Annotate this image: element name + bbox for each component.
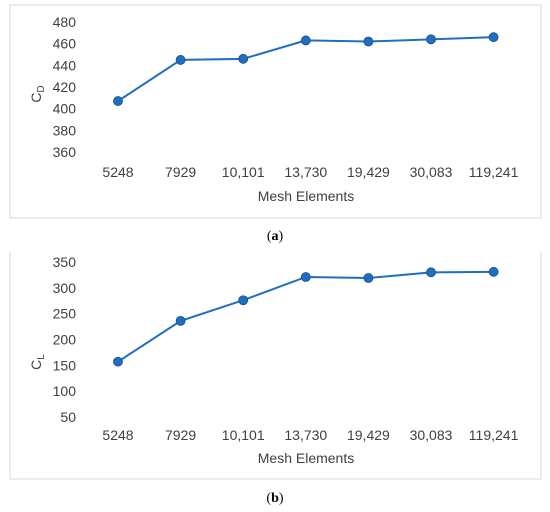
y-tick-label: 460 — [53, 36, 77, 52]
data-point — [300, 35, 311, 46]
y-tick-labels: 50 100 150 200 250 300 350 — [53, 254, 77, 425]
y-tick-label: 350 — [53, 254, 77, 270]
x-tick-label: 13,730 — [284, 164, 327, 180]
data-point — [363, 273, 374, 283]
chart-frame — [9, 4, 542, 219]
y-tick-label: 380 — [53, 122, 77, 138]
y-tick-label: 200 — [53, 332, 77, 348]
x-tick-labels: 5248 7929 10,101 13,730 19,429 30,083 119,241 — [102, 427, 518, 443]
x-axis-title: Mesh Elements — [258, 450, 354, 466]
x-tick-label: 5248 — [102, 427, 133, 443]
chart-frame — [9, 252, 542, 480]
data-point — [363, 36, 374, 47]
data-point — [238, 295, 249, 306]
data-point — [426, 267, 436, 278]
x-tick-label: 10,101 — [222, 164, 265, 180]
data-points — [113, 32, 499, 106]
figure-caption-b: (b) — [266, 491, 283, 506]
data-point — [113, 96, 123, 106]
y-tick-label: 400 — [53, 101, 77, 117]
y-tick-label: 440 — [53, 57, 77, 73]
figure-caption-a: (a) — [267, 229, 284, 244]
data-point — [175, 316, 186, 326]
x-tick-label: 30,083 — [410, 427, 453, 443]
y-tick-label: 420 — [53, 79, 77, 95]
x-tick-label: 5248 — [102, 164, 133, 180]
y-axis-title-subscript: D — [36, 85, 47, 92]
x-tick-label: 13,730 — [284, 427, 327, 443]
data-point — [488, 32, 499, 43]
chart-a: CD 360 380 400 420 440 460 480 5248 7929 10,101 1… — [9, 4, 542, 244]
x-tick-label: 30,083 — [410, 164, 453, 180]
data-points — [113, 266, 499, 367]
data-point — [300, 272, 311, 282]
y-tick-label: 480 — [53, 14, 77, 30]
y-axis-title: CL — [28, 354, 47, 370]
x-tick-label: 119,241 — [469, 427, 519, 443]
y-tick-labels: 360 380 400 420 440 460 480 — [53, 14, 77, 160]
x-tick-label: 7929 — [165, 427, 196, 443]
caption-letter: b — [271, 491, 279, 506]
y-tick-label: 150 — [53, 357, 77, 373]
svg-text:CD: CD — [28, 85, 47, 102]
data-point — [488, 266, 499, 277]
data-point — [175, 55, 186, 65]
y-tick-label: 50 — [60, 409, 76, 425]
x-tick-label: 7929 — [165, 164, 196, 180]
chart-panel-a: CD 360 380 400 420 440 460 480 5248 7929 10,101 1… — [0, 0, 550, 246]
chart-b: CL 50 100 150 200 250 300 350 5248 7929 10,101 13… — [9, 252, 542, 506]
data-point — [113, 356, 123, 367]
y-axis-title: CD — [28, 85, 47, 102]
x-tick-label: 19,429 — [347, 164, 390, 180]
x-tick-label: 10,101 — [222, 427, 265, 443]
x-tick-labels: 5248 7929 10,101 13,730 19,429 30,083 119,241 — [102, 164, 518, 180]
y-tick-label: 100 — [53, 383, 77, 399]
y-axis-title-subscript: L — [36, 354, 47, 360]
data-point — [426, 34, 436, 45]
svg-text:CL: CL — [28, 354, 47, 370]
y-tick-label: 250 — [53, 306, 77, 322]
y-tick-label: 360 — [53, 144, 77, 160]
x-axis-title: Mesh Elements — [258, 188, 354, 204]
x-tick-label: 119,241 — [469, 164, 519, 180]
data-point — [238, 53, 249, 64]
chart-panel-b: CL 50 100 150 200 250 300 350 5248 7929 10,101 13… — [0, 252, 550, 512]
y-axis-title-main: C — [28, 360, 44, 370]
y-tick-label: 300 — [53, 280, 77, 296]
caption-letter: a — [272, 229, 279, 244]
x-tick-label: 19,429 — [347, 427, 390, 443]
y-axis-title-main: C — [28, 93, 44, 103]
